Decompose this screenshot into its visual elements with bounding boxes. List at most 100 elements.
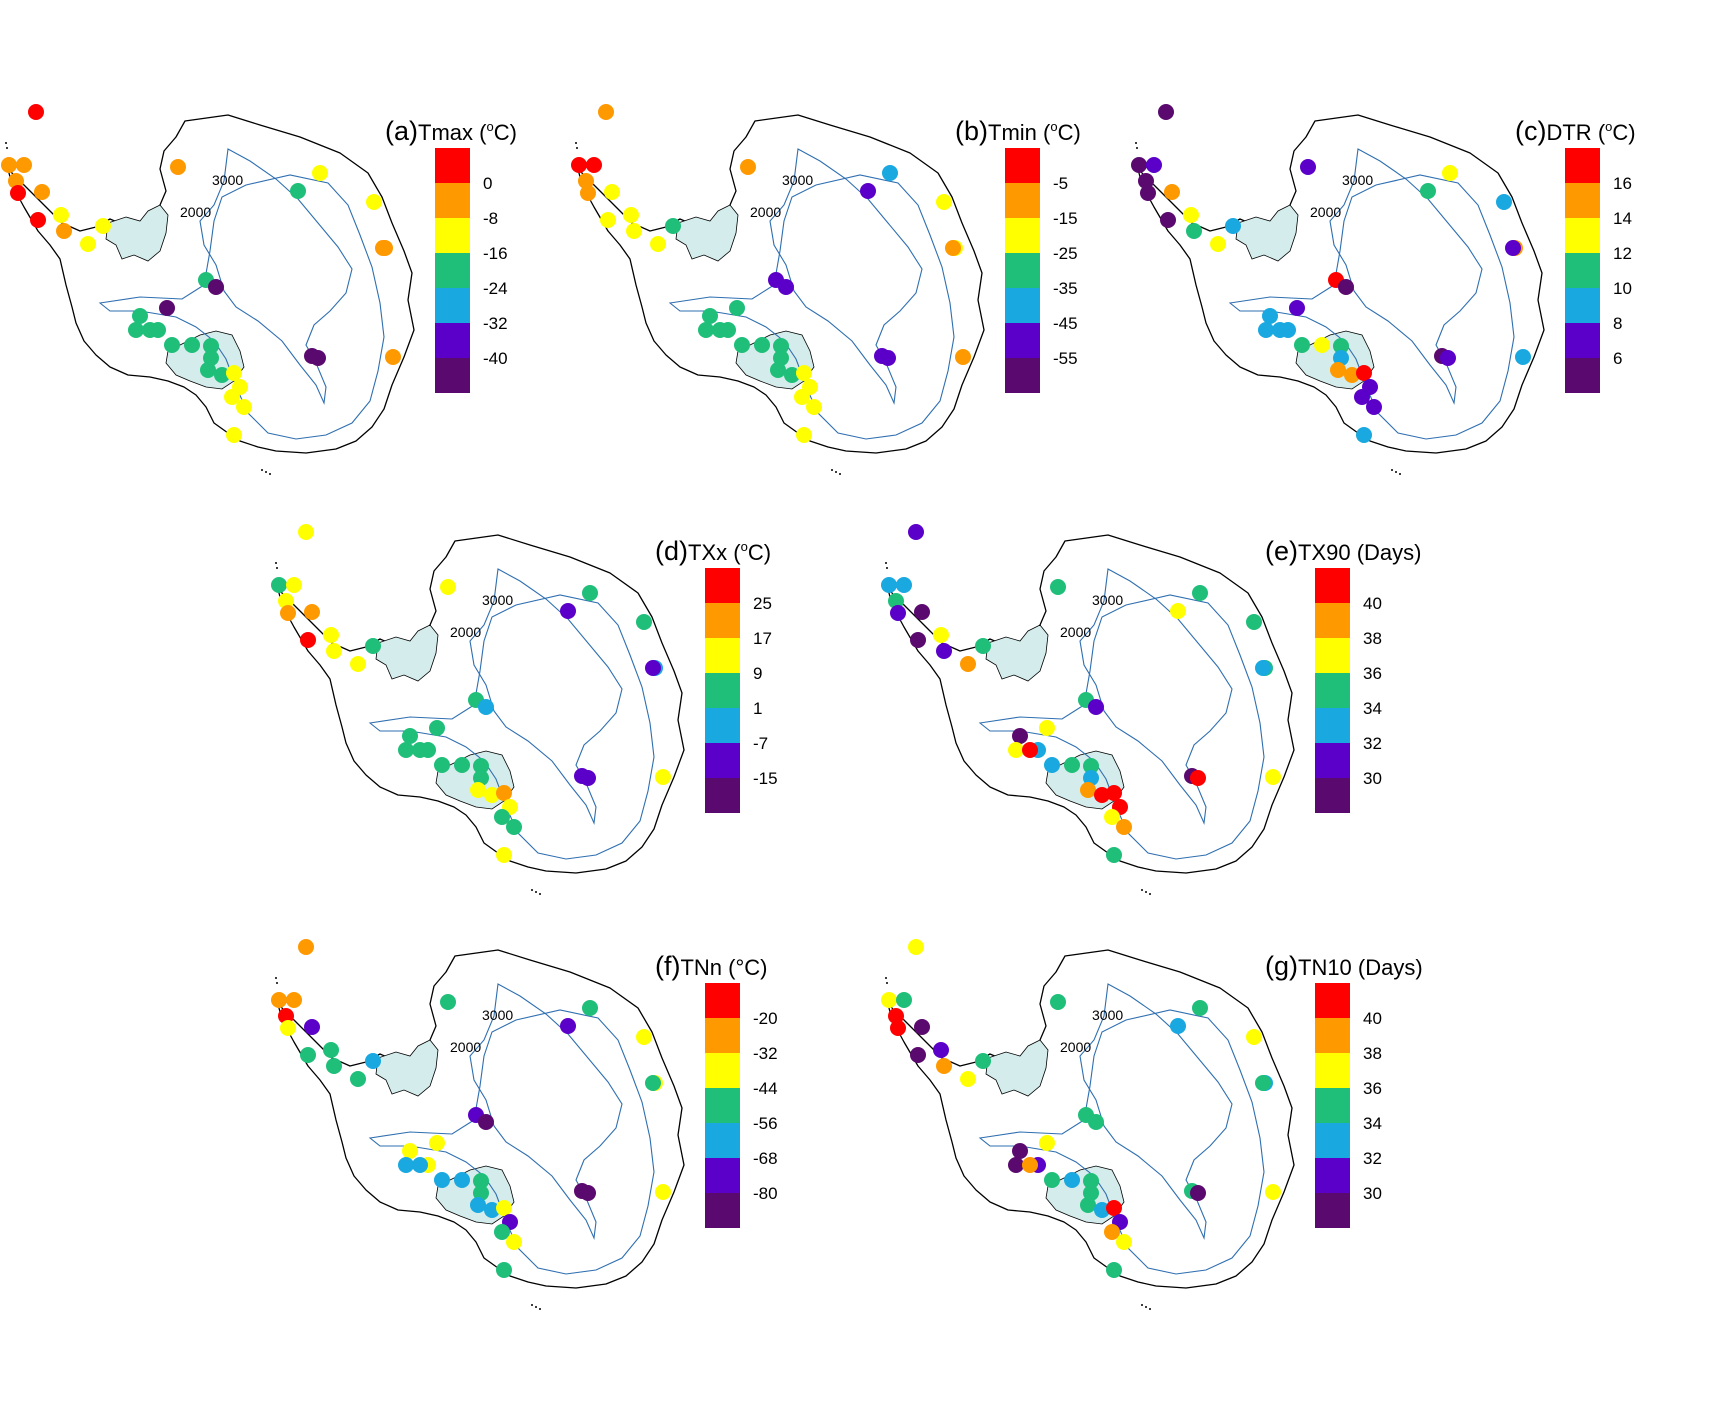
panel-title: (d)TXx (oC) bbox=[655, 538, 771, 565]
station-marker bbox=[1300, 159, 1316, 175]
station-marker bbox=[655, 769, 671, 785]
station-marker bbox=[1255, 660, 1271, 676]
station-marker bbox=[975, 638, 991, 654]
station-marker bbox=[1314, 337, 1330, 353]
contour-label-2000: 2000 bbox=[450, 1039, 481, 1055]
ice-shelf-ronne bbox=[375, 624, 439, 682]
station-marker bbox=[286, 992, 302, 1008]
map-panel-tnn: 3000 2000 -20 -32 -44 -56 -68 -80 (f)TNn (°C) bbox=[270, 880, 890, 1310]
colorbar-tick-label: 17 bbox=[753, 629, 772, 648]
station-marker bbox=[1330, 362, 1346, 378]
station-marker bbox=[350, 656, 366, 672]
colorbar-tick-label: 32 bbox=[1363, 734, 1382, 753]
station-marker bbox=[1088, 1114, 1104, 1130]
unit-label: (oC) bbox=[1591, 119, 1636, 145]
colorbar-tick-label: 6 bbox=[1613, 349, 1622, 368]
station-marker bbox=[580, 1185, 596, 1201]
station-marker bbox=[271, 992, 287, 1008]
station-marker bbox=[1064, 757, 1080, 773]
contour-3000 bbox=[769, 148, 923, 406]
islet bbox=[261, 469, 263, 471]
colorbar-segment bbox=[1005, 183, 1040, 218]
station-marker bbox=[582, 1000, 598, 1016]
contour-3000 bbox=[1329, 148, 1483, 406]
colorbar-segment bbox=[1315, 1088, 1350, 1123]
station-marker bbox=[203, 338, 219, 354]
contour-label-3000: 3000 bbox=[482, 1007, 513, 1023]
station-marker bbox=[434, 1172, 450, 1188]
station-marker bbox=[1356, 427, 1372, 443]
station-marker bbox=[933, 1042, 949, 1058]
islet bbox=[1145, 891, 1147, 893]
unit-label: (oC) bbox=[473, 119, 517, 145]
islet bbox=[1136, 147, 1138, 149]
station-marker bbox=[159, 300, 175, 316]
station-marker bbox=[170, 159, 186, 175]
colorbar-segment bbox=[435, 323, 470, 358]
station-marker bbox=[598, 104, 614, 120]
station-marker bbox=[1225, 218, 1241, 234]
ice-shelf-ronne bbox=[985, 624, 1049, 682]
colorbar-tick-label: -80 bbox=[753, 1184, 778, 1203]
station-marker bbox=[1022, 742, 1038, 758]
station-marker bbox=[580, 185, 596, 201]
colorbar-segment bbox=[1005, 288, 1040, 323]
station-marker bbox=[496, 1200, 512, 1216]
colorbar-tick-label: -56 bbox=[753, 1114, 778, 1133]
station-marker bbox=[224, 389, 240, 405]
station-marker bbox=[645, 660, 661, 676]
colorbar-tick-label: -55 bbox=[1053, 349, 1078, 368]
contour-label-3000: 3000 bbox=[482, 592, 513, 608]
islet bbox=[276, 982, 278, 984]
station-marker bbox=[1080, 782, 1096, 798]
colorbar-segment bbox=[705, 743, 740, 778]
islet bbox=[1141, 1304, 1143, 1306]
colorbar-segment bbox=[705, 1053, 740, 1088]
colorbar-segment bbox=[1005, 323, 1040, 358]
map-panel-dtr: 3000 2000 16 14 12 10 8 6 (c)DTR (oC) bbox=[1130, 45, 1720, 475]
station-marker bbox=[1083, 770, 1099, 786]
station-marker bbox=[1106, 847, 1122, 863]
station-marker bbox=[1083, 1173, 1099, 1189]
islet bbox=[1145, 1306, 1147, 1308]
colorbar-segment bbox=[1315, 673, 1350, 708]
station-marker bbox=[1140, 185, 1156, 201]
station-marker bbox=[1265, 769, 1281, 785]
map-panel-tn10: 3000 2000 40 38 36 34 32 30 (g)TN10 (Days) bbox=[880, 880, 1500, 1310]
colorbar-segment bbox=[435, 358, 470, 393]
contour-3000 bbox=[469, 568, 623, 826]
islet bbox=[1141, 889, 1143, 891]
contour-label-3000: 3000 bbox=[212, 172, 243, 188]
colorbar-segment bbox=[1315, 983, 1350, 1018]
contour-3000 bbox=[469, 983, 623, 1241]
station-marker bbox=[729, 300, 745, 316]
station-marker bbox=[582, 585, 598, 601]
panel-letter: (g) bbox=[1265, 951, 1298, 981]
colorbar-tick-label: -15 bbox=[753, 769, 778, 788]
colorbar-tick-label: 32 bbox=[1363, 1149, 1382, 1168]
station-marker bbox=[10, 185, 26, 201]
station-marker bbox=[560, 1018, 576, 1034]
station-marker bbox=[586, 157, 602, 173]
islet bbox=[535, 891, 537, 893]
station-marker bbox=[960, 656, 976, 672]
colorbar-tick-label: 36 bbox=[1363, 664, 1382, 683]
station-marker bbox=[208, 279, 224, 295]
station-marker bbox=[200, 362, 216, 378]
contour-3000 bbox=[1079, 983, 1233, 1241]
station-marker bbox=[933, 627, 949, 643]
colorbar-segment bbox=[1565, 218, 1600, 253]
station-marker bbox=[280, 1020, 296, 1036]
contour-label-2000: 2000 bbox=[1310, 204, 1341, 220]
colorbar-segment bbox=[1005, 358, 1040, 393]
ice-shelf-ronne bbox=[105, 204, 169, 262]
colorbar-segment bbox=[705, 1018, 740, 1053]
colorbar-segment bbox=[1315, 778, 1350, 813]
contour-label-2000: 2000 bbox=[450, 624, 481, 640]
contour-label-2000: 2000 bbox=[1060, 1039, 1091, 1055]
contour-label-2000: 2000 bbox=[180, 204, 211, 220]
station-marker bbox=[914, 604, 930, 620]
colorbar-segment bbox=[705, 708, 740, 743]
station-marker bbox=[484, 1202, 500, 1218]
